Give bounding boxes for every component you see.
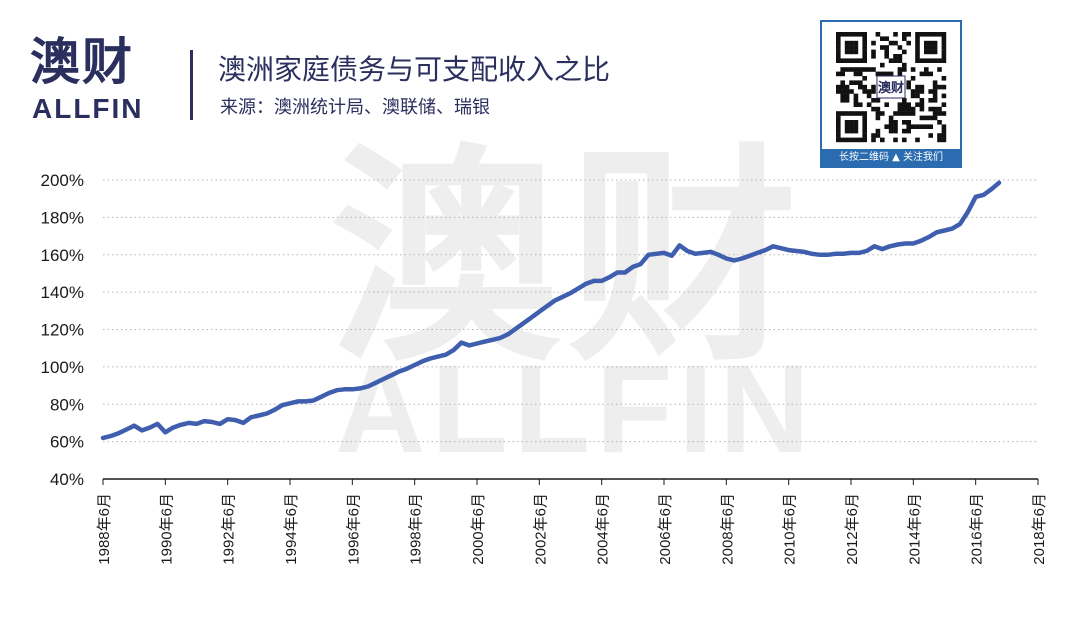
- y-tick-label: 100%: [41, 358, 84, 377]
- chart-subtitle: 来源：澳洲统计局、澳联储、瑞银: [220, 97, 490, 118]
- x-tick-label: 1994年6月: [283, 493, 300, 565]
- series-line: [100, 180, 1002, 441]
- x-tick-label: 2012年6月: [844, 493, 861, 565]
- x-tick-label: 2002年6月: [532, 493, 549, 565]
- y-tick-label: 140%: [41, 283, 84, 302]
- x-tick-label: 2008年6月: [719, 493, 736, 565]
- x-tick-label: 2010年6月: [782, 493, 799, 565]
- qr-code-panel[interactable]: 澳财 长按二维码 ▲ 关注我们: [820, 20, 962, 168]
- y-tick-label: 40%: [50, 470, 84, 489]
- y-tick-label: 180%: [41, 208, 84, 227]
- x-tick-label: 2014年6月: [906, 493, 923, 565]
- svg-text:澳财: 澳财: [878, 80, 904, 96]
- y-tick-label: 80%: [50, 395, 84, 414]
- y-tick-label: 200%: [41, 171, 84, 190]
- x-tick-label: 2018年6月: [1031, 493, 1048, 565]
- x-tick-label: 1998年6月: [408, 493, 425, 565]
- x-tick-label: 1992年6月: [221, 493, 238, 565]
- x-tick-label: 1996年6月: [345, 493, 362, 565]
- qr-code-icon: 澳财: [836, 32, 947, 143]
- logo-en: ALLFIN: [32, 93, 144, 124]
- logo-divider: [190, 50, 193, 120]
- x-tick-label: 2004年6月: [595, 493, 612, 565]
- x-tick-label: 1988年6月: [96, 493, 113, 565]
- x-tick-label: 2006年6月: [657, 493, 674, 565]
- y-tick-label: 120%: [41, 321, 84, 340]
- logo-cn: 澳财: [30, 33, 134, 91]
- x-tick-label: 2016年6月: [969, 493, 986, 565]
- x-tick-label: 1990年6月: [158, 493, 175, 565]
- x-tick-label: 2000年6月: [470, 493, 487, 565]
- y-tick-label: 160%: [41, 246, 84, 265]
- qr-caption: 长按二维码 ▲ 关注我们: [822, 149, 960, 166]
- chart-title: 澳洲家庭债务与可支配收入之比: [218, 53, 611, 86]
- y-tick-label: 60%: [50, 433, 84, 452]
